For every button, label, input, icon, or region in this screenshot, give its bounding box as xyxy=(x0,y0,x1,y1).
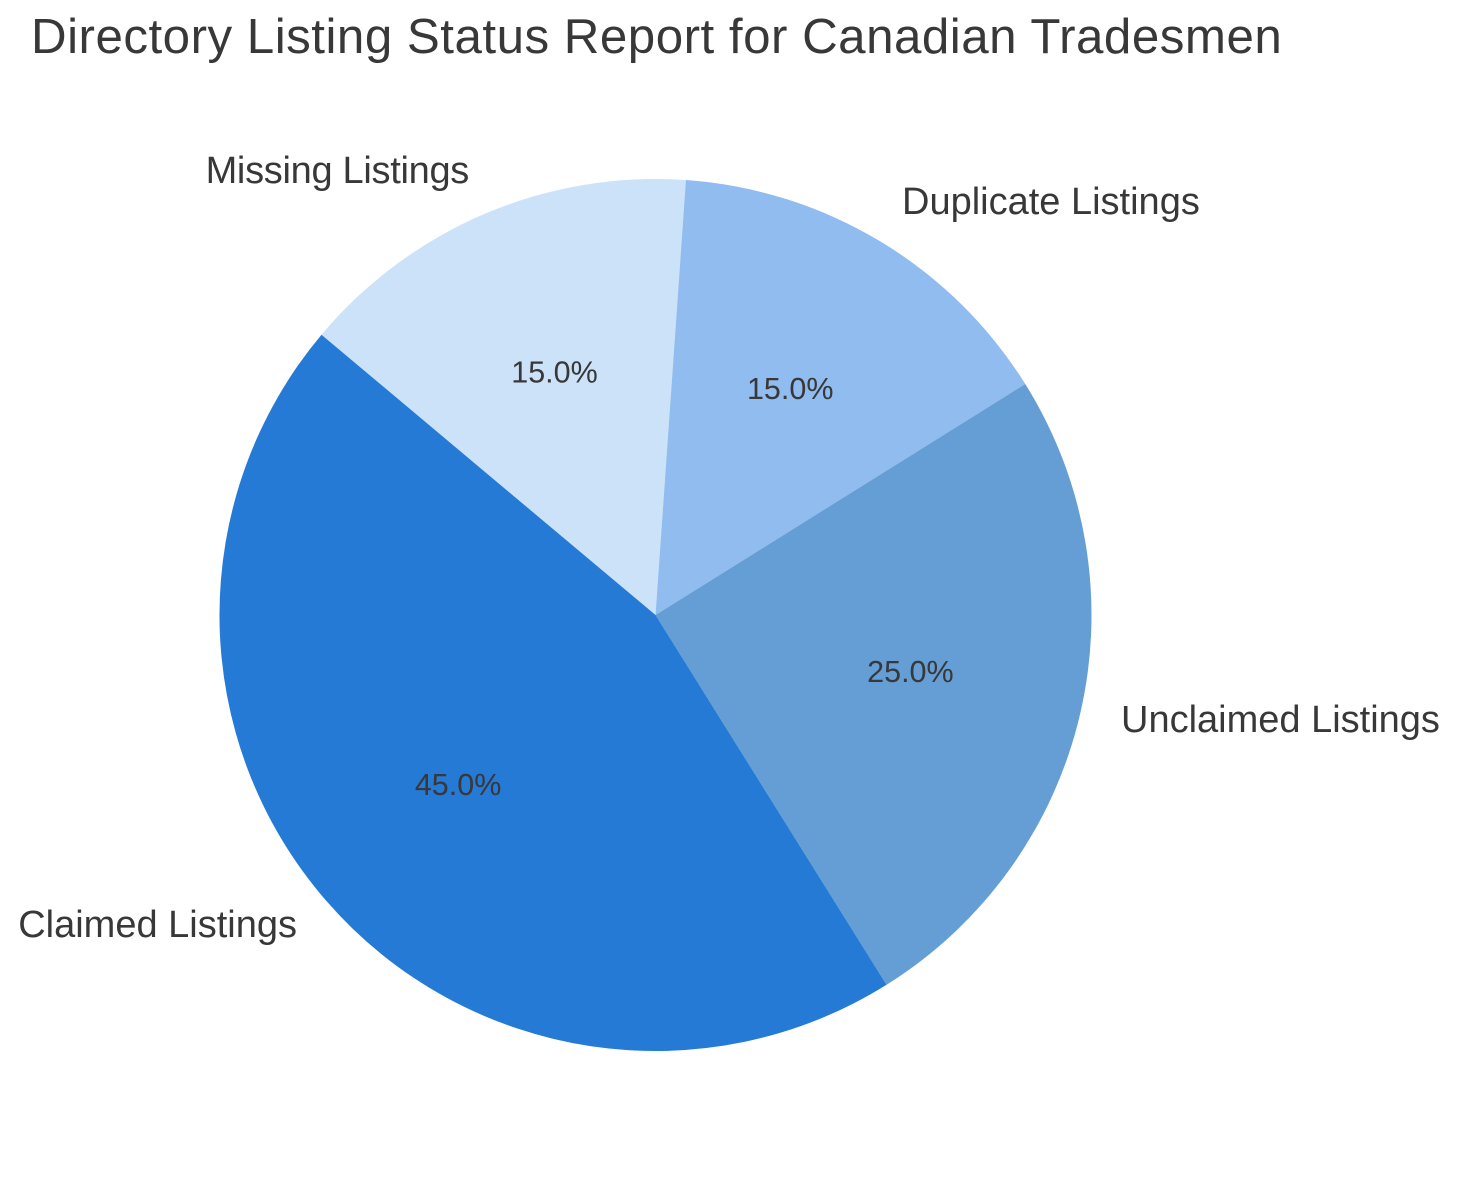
svg-text:Missing Listings: Missing Listings xyxy=(206,150,469,192)
svg-text:15.0%: 15.0% xyxy=(747,372,833,406)
svg-text:Duplicate Listings: Duplicate Listings xyxy=(902,181,1200,223)
svg-text:Directory Listing Status Repor: Directory Listing Status Report for Cana… xyxy=(31,9,1282,64)
svg-text:25.0%: 25.0% xyxy=(867,655,953,689)
svg-text:Unclaimed Listings: Unclaimed Listings xyxy=(1121,699,1440,741)
svg-text:45.0%: 45.0% xyxy=(415,768,501,802)
svg-text:15.0%: 15.0% xyxy=(511,356,597,390)
svg-text:Claimed Listings: Claimed Listings xyxy=(18,904,297,946)
